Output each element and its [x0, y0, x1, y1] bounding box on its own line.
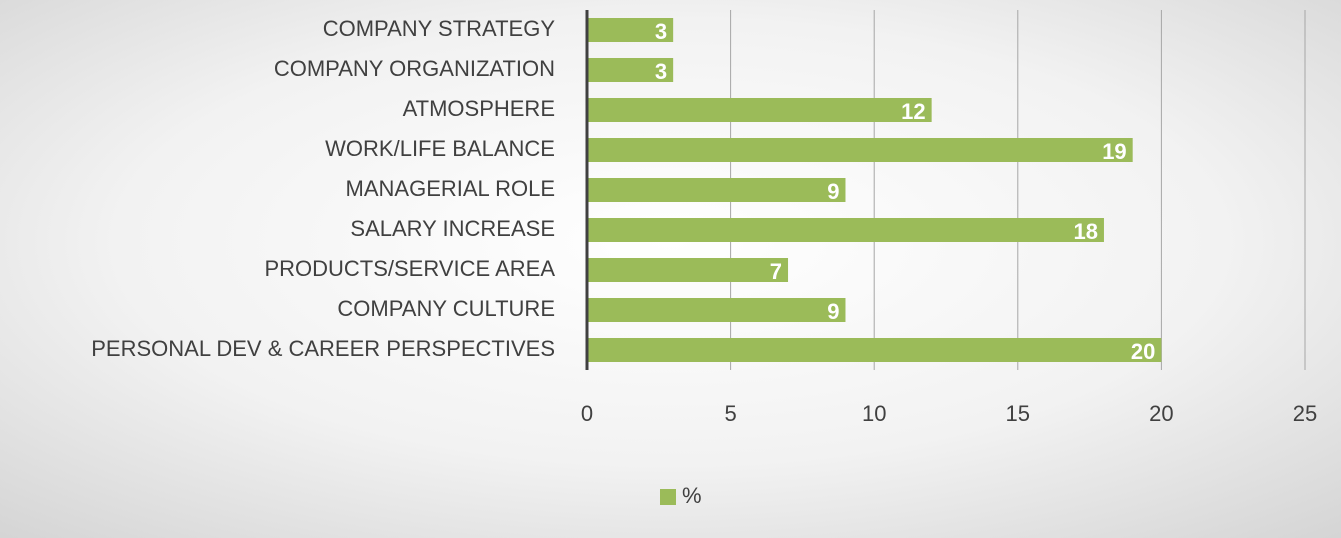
y-tick-label: SALARY INCREASE [350, 216, 555, 241]
data-label: 3 [655, 59, 667, 84]
data-label: 9 [827, 299, 839, 324]
data-label: 19 [1102, 139, 1126, 164]
y-tick-label: MANAGERIAL ROLE [346, 176, 555, 201]
x-tick-label: 5 [724, 401, 736, 426]
x-tick-label: 20 [1149, 401, 1173, 426]
data-label: 9 [827, 179, 839, 204]
bar [587, 218, 1104, 242]
x-tick-label: 0 [581, 401, 593, 426]
legend-swatch [660, 489, 676, 505]
data-label: 7 [770, 259, 782, 284]
y-tick-label: PERSONAL DEV & CAREER PERSPECTIVES [91, 336, 555, 361]
bar [587, 258, 789, 282]
data-label: 12 [901, 99, 925, 124]
bar [587, 58, 674, 82]
bar [587, 298, 846, 322]
y-tick-label: PRODUCTS/SERVICE AREA [264, 256, 555, 281]
y-tick-label: COMPANY CULTURE [337, 296, 555, 321]
x-tick-label: 25 [1293, 401, 1317, 426]
bar [587, 178, 846, 202]
data-label: 18 [1073, 219, 1097, 244]
y-tick-label: COMPANY ORGANIZATION [274, 56, 555, 81]
y-tick-label: COMPANY STRATEGY [323, 16, 556, 41]
y-tick-label: ATMOSPHERE [403, 96, 555, 121]
bar [587, 98, 932, 122]
x-tick-label: 10 [862, 401, 886, 426]
data-label: 20 [1131, 339, 1155, 364]
bar [587, 138, 1133, 162]
x-tick-label: 15 [1006, 401, 1030, 426]
legend-label: % [682, 483, 702, 508]
y-tick-label: WORK/LIFE BALANCE [325, 136, 555, 161]
bar [587, 338, 1162, 362]
bar [587, 18, 674, 42]
data-label: 3 [655, 19, 667, 44]
